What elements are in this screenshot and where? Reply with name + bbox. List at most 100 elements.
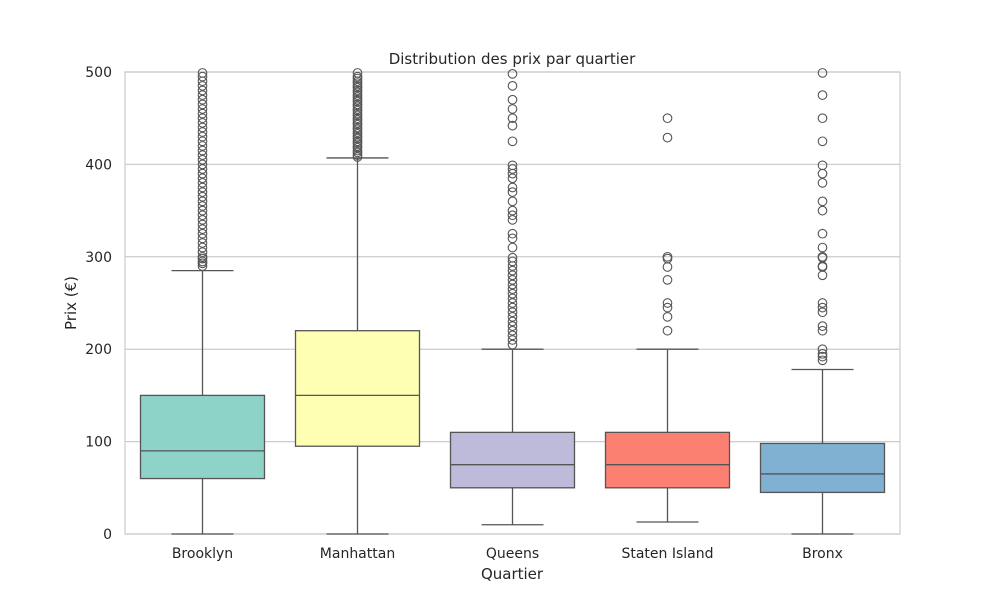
outlier-point <box>352 122 363 133</box>
outlier-point <box>507 288 518 299</box>
outlier-point <box>197 168 208 179</box>
outlier-point <box>817 68 828 78</box>
outlier-point <box>507 279 518 290</box>
outlier-point <box>197 238 208 248</box>
outlier-point <box>197 117 208 128</box>
box <box>604 431 731 489</box>
outlier-point <box>507 252 518 263</box>
outlier-point <box>197 71 208 82</box>
outlier-point <box>507 284 518 294</box>
outlier-point <box>817 205 828 216</box>
outlier-point <box>817 325 828 336</box>
outlier-point <box>352 68 363 78</box>
outlier-point <box>507 205 518 216</box>
box <box>294 330 421 447</box>
x-tick-label: Brooklyn <box>172 546 233 562</box>
outlier-point <box>197 178 208 188</box>
outlier-point <box>197 191 208 202</box>
box <box>759 442 886 494</box>
x-tick-label: Staten Island <box>621 546 713 562</box>
outlier-point <box>507 242 518 253</box>
outlier-point <box>197 127 208 137</box>
outlier-point <box>507 275 518 285</box>
outlier-point <box>507 293 518 304</box>
outlier-point <box>352 71 363 82</box>
outlier-point <box>507 113 518 124</box>
outlier-point <box>507 325 518 336</box>
plot-area-frame <box>124 71 901 535</box>
y-tick-label: 500 <box>85 65 112 81</box>
outlier-point <box>817 302 828 313</box>
outlier-point <box>197 150 208 161</box>
outlier-point <box>817 160 828 171</box>
x-tick-label: Queens <box>486 546 539 562</box>
outlier-point <box>817 344 828 355</box>
outlier-point <box>197 214 208 225</box>
box-group <box>294 68 421 535</box>
outlier-point <box>197 228 208 239</box>
outlier-point <box>352 145 363 156</box>
box-group <box>604 113 731 523</box>
outlier-point <box>197 104 208 114</box>
outlier-point <box>817 196 828 207</box>
outlier-point <box>197 242 208 253</box>
outlier-point <box>507 196 518 207</box>
outlier-point <box>662 312 673 322</box>
outlier-point <box>197 256 208 267</box>
outlier-point <box>352 136 363 147</box>
outlier-point <box>197 173 208 184</box>
outlier-point <box>197 224 208 234</box>
outlier-point <box>817 178 828 188</box>
outlier-point <box>197 122 208 133</box>
outlier-point <box>817 348 828 359</box>
y-tick-label: 400 <box>85 157 112 173</box>
outlier-point <box>197 247 208 258</box>
box <box>139 394 266 480</box>
box-group <box>139 68 266 535</box>
outlier-point <box>507 339 518 350</box>
outlier-point <box>507 81 518 91</box>
outlier-point <box>817 90 828 100</box>
outlier-point <box>507 321 518 331</box>
y-axis-label: Prix (€) <box>62 276 80 330</box>
outlier-point <box>352 90 363 100</box>
outlier-point <box>197 154 208 165</box>
outlier-point <box>352 117 363 128</box>
outlier-point <box>507 312 518 322</box>
chart-title: Distribution des prix par quartier <box>389 50 636 68</box>
outlier-point <box>352 150 363 161</box>
outlier-point <box>352 85 363 96</box>
outlier-point <box>817 355 828 366</box>
outlier-point <box>197 68 208 78</box>
outlier-point <box>197 205 208 216</box>
outlier-point <box>507 214 518 225</box>
outlier-point <box>507 298 518 308</box>
outlier-point <box>352 141 363 151</box>
outlier-point <box>197 164 208 174</box>
x-axis-label: Quartier <box>481 565 544 583</box>
y-axis-ticks: 0 100 200 300 400 500 <box>85 65 112 543</box>
outlier-point <box>197 99 208 110</box>
outlier-point <box>507 270 518 281</box>
outlier-point <box>507 233 518 244</box>
outlier-point <box>352 81 363 91</box>
outlier-point <box>507 265 518 276</box>
outlier-point <box>197 113 208 124</box>
outlier-point <box>817 228 828 239</box>
x-tick-label: Bronx <box>802 546 843 562</box>
outlier-point <box>662 262 673 272</box>
outlier-point <box>507 160 518 171</box>
outlier-point <box>507 173 518 184</box>
outlier-point <box>662 253 673 264</box>
outlier-point <box>662 298 673 308</box>
outlier-point <box>817 321 828 331</box>
outlier-point <box>197 94 208 105</box>
outlier-point <box>507 228 518 239</box>
outlier-point <box>197 182 208 193</box>
boxes <box>139 68 886 535</box>
outlier-point <box>197 233 208 244</box>
x-tick-label: Manhattan <box>320 546 395 562</box>
outlier-point <box>507 256 518 267</box>
outlier-point <box>197 90 208 100</box>
outlier-point <box>507 182 518 193</box>
